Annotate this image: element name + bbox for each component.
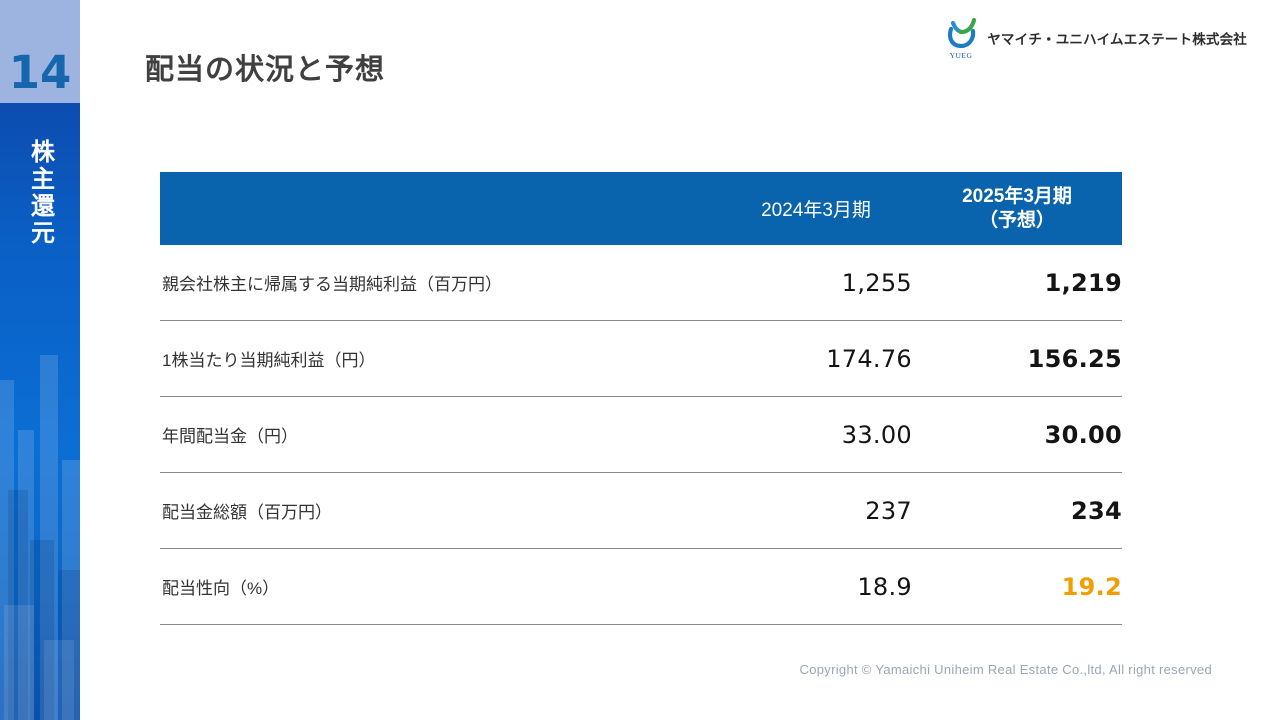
table-row: 年間配当金（円） 33.00 30.00 [160,397,1122,473]
section-label: 株主還元 [26,139,54,247]
row-label-net-income: 親会社株主に帰属する当期純利益（百万円） [162,275,502,294]
page-number-box: 14 [0,0,80,103]
value-payout-ratio-2025: 19.2 [1061,572,1122,601]
company-logo: YUEG ヤマイチ・ユニハイムエステート株式会社 [943,16,1247,60]
value-payout-ratio-2024: 18.9 [857,572,912,601]
table-row: 配当金総額（百万円） 237 234 [160,473,1122,549]
column-header-fy2024: 2024年3月期 [761,200,871,221]
slide-title: 配当の状況と予想 [145,54,386,86]
row-label-total-dividends: 配当金総額（百万円） [162,503,332,522]
company-name: ヤマイチ・ユニハイムエステート株式会社 [987,32,1247,47]
copyright-text: Copyright © Yamaichi Uniheim Real Estate… [799,662,1212,677]
value-total-dividends-2025: 234 [1071,496,1122,525]
row-label-eps: 1株当たり当期純利益（円） [162,351,376,370]
dividend-table: 2024年3月期 2025年3月期 （予想） 親会社株主に帰属する当期純利益（百… [160,172,1122,625]
column-header-fy2025-forecast: 2025年3月期 （予想） [962,185,1072,231]
sidebar-section-band: 株主還元 [0,103,80,720]
logo-mark-icon: YUEG [948,17,977,60]
value-net-income-2025: 1,219 [1044,268,1122,297]
row-label-annual-dividend: 年間配当金（円） [162,427,298,446]
sidebar: 14 株主還元 [0,0,80,720]
table-row: 1株当たり当期純利益（円） 174.76 156.25 [160,321,1122,397]
page-number: 14 [8,46,72,99]
table-row: 親会社株主に帰属する当期純利益（百万円） 1,255 1,219 [160,245,1122,321]
row-label-payout-ratio: 配当性向（%） [162,579,280,598]
value-total-dividends-2024: 237 [865,496,912,525]
value-eps-2025: 156.25 [1027,344,1122,373]
table-header-row: 2024年3月期 2025年3月期 （予想） [160,172,1122,245]
cityscape-image [0,355,80,720]
table-row: 配当性向（%） 18.9 19.2 [160,549,1122,625]
value-annual-dividend-2024: 33.00 [841,420,912,449]
logo-mark-text: YUEG [950,51,973,60]
value-annual-dividend-2025: 30.00 [1044,420,1122,449]
value-net-income-2024: 1,255 [841,268,912,297]
value-eps-2024: 174.76 [826,344,912,373]
